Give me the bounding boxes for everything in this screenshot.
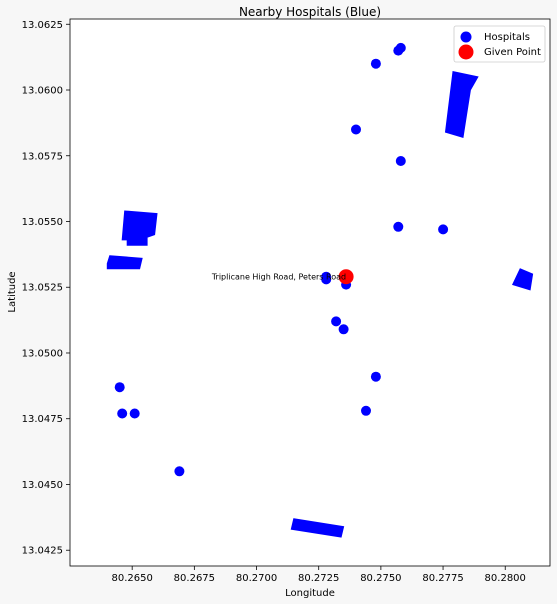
- legend-label-hospitals: Hospitals: [484, 32, 530, 43]
- hospital-polygon-0: [444, 70, 479, 138]
- y-tick-label-4: 13.0525: [22, 283, 63, 294]
- hospital-point-11: [338, 324, 349, 335]
- annotations: Triplicane High Road, Peters Road: [211, 273, 346, 282]
- y-tick-label-1: 13.0450: [22, 480, 63, 491]
- x-tick-label-3: 80.2725: [298, 573, 339, 584]
- x-axis-ticks: 80.2650 80.2675 80.2700 80.2725 80.2750 80.27…: [111, 566, 526, 584]
- legend-marker-hospitals: [460, 31, 472, 43]
- hospital-point-14: [114, 382, 125, 393]
- y-tick-label-0: 13.0425: [22, 546, 63, 557]
- x-tick-label-1: 80.2675: [174, 573, 215, 584]
- legend-label-given-point: Given Point: [484, 47, 541, 58]
- hospital-point-10: [331, 316, 342, 327]
- hospital-point-6: [438, 224, 449, 235]
- x-tick-label-0: 80.2650: [111, 573, 152, 584]
- x-axis-label: Longitude: [285, 588, 335, 599]
- y-tick-label-3: 13.0500: [22, 348, 63, 359]
- hospital-point-17: [174, 466, 185, 477]
- hospital-polygon-2: [106, 255, 143, 270]
- hospital-point-8: [321, 274, 332, 285]
- y-tick-label-5: 13.0550: [22, 217, 63, 228]
- y-tick-label-6: 13.0575: [22, 151, 63, 162]
- y-tick-label-8: 13.0625: [22, 20, 63, 31]
- hospital-point-1: [393, 45, 404, 56]
- plot-area: [70, 19, 550, 566]
- legend: Hospitals Given Point: [453, 25, 546, 63]
- hospital-polygon-1: [121, 210, 158, 246]
- y-axis-ticks: 13.0425 13.0450 13.0475 13.0500 13.0525 13.05…: [22, 20, 70, 557]
- hospital-point-15: [117, 408, 128, 419]
- hospital-point-3: [351, 124, 361, 135]
- x-tick-label-4: 80.2750: [360, 573, 401, 584]
- hospital-point-12: [370, 371, 381, 382]
- plot-frame: [69, 18, 551, 567]
- chart-title: Nearby Hospitals (Blue): [239, 5, 381, 19]
- x-tick-label-5: 80.2775: [422, 573, 463, 584]
- hospital-point-13: [361, 405, 371, 416]
- y-tick-label-7: 13.0600: [22, 86, 63, 97]
- hospital-polygon-3: [511, 268, 534, 291]
- hospital-points: [114, 42, 449, 477]
- hospital-point-4: [395, 156, 406, 166]
- legend-box: [453, 25, 546, 63]
- hospital-point-2: [370, 58, 381, 69]
- hospital-point-5: [393, 221, 404, 232]
- hospital-polygon-4: [290, 518, 345, 538]
- x-tick-label-6: 80.2800: [485, 573, 526, 584]
- legend-marker-given-point: [458, 44, 474, 60]
- annotation-label-0: Triplicane High Road, Peters Road: [211, 273, 346, 282]
- x-tick-label-2: 80.2700: [236, 573, 277, 584]
- y-axis-label: Latitude: [7, 271, 18, 312]
- hospital-polygons: [106, 70, 534, 538]
- y-tick-label-2: 13.0475: [22, 414, 63, 425]
- hospital-point-16: [129, 408, 140, 419]
- given-point-0: [338, 269, 354, 285]
